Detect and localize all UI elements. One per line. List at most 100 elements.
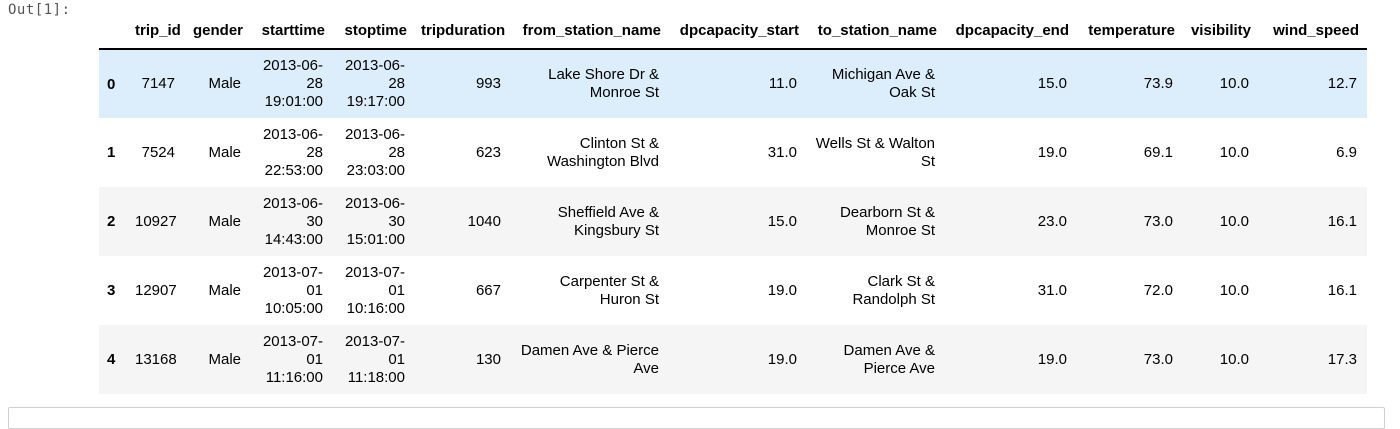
cell-line: Kingsbury St <box>573 221 659 239</box>
header-row: trip_id gender starttime stoptime tripdu… <box>99 12 1367 50</box>
cell-from-station-name: Carpenter St & Huron St <box>511 256 669 325</box>
next-input-cell[interactable] <box>8 407 1385 429</box>
cell-from-station-name: Clinton St & Washington Blvd <box>511 118 669 187</box>
cell-line: 01 <box>306 281 323 299</box>
cell-to-station-name: Dearborn St & Monroe St <box>807 187 945 256</box>
cell-line: 28 <box>388 143 405 161</box>
cell-dpcapacity-end: 15.0 <box>1037 75 1067 92</box>
cell-line: 28 <box>306 75 323 92</box>
cell-starttime: 2013-07- 01 11:16:00 <box>251 325 333 394</box>
cell-gender: Male <box>208 350 241 368</box>
cell-stoptime: 2013-06- 28 19:17:00 <box>333 49 415 118</box>
cell-line: 2013-07- <box>344 332 405 350</box>
cell-tripduration: 130 <box>475 350 501 368</box>
cell-line: 28 <box>306 143 323 161</box>
column-header-stoptime: stoptime <box>333 12 415 50</box>
table-row: 3 12907 Male 2013-07- 01 10:05:00 2013-07- 01 10… <box>99 256 1367 325</box>
row-index: 3 <box>107 282 116 299</box>
cell-to-station-name: Clark St & Randolph St <box>807 256 945 325</box>
cell-line: 10:05:00 <box>264 299 323 317</box>
cell-stoptime: 2013-06- 30 15:01:00 <box>333 187 415 256</box>
cell-line: 30 <box>388 212 405 230</box>
column-header-tripduration: tripduration <box>415 12 511 50</box>
column-header-wind-speed: wind_speed <box>1259 12 1367 50</box>
cell-gender: Male <box>208 143 241 161</box>
cell-line: Dearborn St & <box>839 203 935 221</box>
cell-visibility: 10.0 <box>1219 281 1249 299</box>
cell-line: 30 <box>306 212 323 230</box>
cell-wind-speed: 17.3 <box>1327 350 1357 368</box>
cell-tripduration: 1040 <box>467 212 501 230</box>
cell-line: St <box>920 152 935 170</box>
cell-line: Monroe St <box>865 221 935 239</box>
cell-line: Damen Ave & <box>843 341 935 359</box>
cell-to-station-name: Wells St & Walton St <box>807 118 945 187</box>
cell-line: Pierce Ave <box>863 359 935 377</box>
cell-stoptime: 2013-07- 01 10:16:00 <box>333 256 415 325</box>
cell-dpcapacity-start: 19.0 <box>767 350 797 368</box>
cell-wind-speed: 16.1 <box>1327 212 1357 230</box>
cell-visibility: 10.0 <box>1219 143 1249 161</box>
cell-trip-id: 7147 <box>141 75 175 92</box>
dataframe-table: trip_id gender starttime stoptime tripdu… <box>99 12 1367 394</box>
cell-dpcapacity-end: 19.0 <box>1037 350 1067 368</box>
cell-dpcapacity-end: 23.0 <box>1037 212 1067 230</box>
cell-line: Wells St & Walton <box>815 134 935 152</box>
cell-line: 2013-06- <box>262 125 323 143</box>
cell-line: 2013-06- <box>344 125 405 143</box>
cell-dpcapacity-end: 31.0 <box>1037 281 1067 299</box>
cell-line: 2013-06- <box>262 57 323 74</box>
index-header <box>99 12 129 50</box>
cell-gender: Male <box>208 75 241 92</box>
cell-line: 01 <box>388 350 405 368</box>
cell-line: Clinton St & <box>579 134 659 152</box>
cell-line: Damen Ave & Pierce <box>520 341 659 359</box>
cell-line: 22:53:00 <box>264 161 323 179</box>
table-row: 0 7147 Male 2013-06- 28 19:01:00 2013-06- 28 19:… <box>99 49 1367 118</box>
cell-line: 01 <box>306 350 323 368</box>
cell-line: 2013-06- <box>344 57 405 74</box>
cell-line: Carpenter St & <box>559 272 659 290</box>
cell-wind-speed: 16.1 <box>1327 281 1357 299</box>
cell-line: 11:16:00 <box>265 368 323 386</box>
cell-dpcapacity-start: 15.0 <box>767 212 797 230</box>
column-header-gender: gender <box>185 12 251 50</box>
row-index: 2 <box>107 213 116 230</box>
cell-temperature: 73.0 <box>1143 350 1173 368</box>
output-prompt: Out[1]: <box>8 2 71 18</box>
cell-trip-id: 7524 <box>141 143 175 161</box>
cell-visibility: 10.0 <box>1219 75 1249 92</box>
cell-line: 2013-07- <box>262 332 323 350</box>
cell-line: 10:16:00 <box>346 299 405 317</box>
cell-stoptime: 2013-07- 01 11:18:00 <box>333 325 415 394</box>
cell-line: Clark St & <box>867 272 935 290</box>
column-header-temperature: temperature <box>1077 12 1183 50</box>
cell-trip-id: 10927 <box>135 212 177 230</box>
cell-tripduration: 993 <box>475 75 501 92</box>
cell-line: Ave <box>633 359 659 377</box>
cell-from-station-name: Lake Shore Dr & Monroe St <box>511 49 669 118</box>
cell-temperature: 73.9 <box>1143 75 1173 92</box>
cell-line: Huron St <box>599 290 659 308</box>
cell-gender: Male <box>208 212 241 230</box>
cell-line: 11:18:00 <box>347 368 405 386</box>
cell-wind-speed: 6.9 <box>1336 143 1357 161</box>
table-row: 1 7524 Male 2013-06- 28 22:53:00 2013-06- 28 23:… <box>99 118 1367 187</box>
cell-line: 23:03:00 <box>346 161 405 179</box>
cell-from-station-name: Damen Ave & Pierce Ave <box>511 325 669 394</box>
cell-line: 19:01:00 <box>264 93 323 110</box>
cell-temperature: 69.1 <box>1143 143 1173 161</box>
cell-line: 15:01:00 <box>346 230 405 248</box>
cell-line: 2013-07- <box>344 263 405 281</box>
cell-temperature: 73.0 <box>1143 212 1173 230</box>
cell-temperature: 72.0 <box>1143 281 1173 299</box>
cell-to-station-name: Michigan Ave & Oak St <box>807 49 945 118</box>
cell-tripduration: 623 <box>475 143 501 161</box>
cell-line: Washington Blvd <box>546 152 659 170</box>
column-header-to-station-name: to_station_name <box>807 12 945 50</box>
cell-line: 28 <box>388 75 405 92</box>
cell-trip-id: 13168 <box>135 350 177 368</box>
table-row: 4 13168 Male 2013-07- 01 11:16:00 2013-07- 01 11… <box>99 325 1367 394</box>
cell-visibility: 10.0 <box>1219 350 1249 368</box>
cell-from-station-name: Sheffield Ave & Kingsbury St <box>511 187 669 256</box>
